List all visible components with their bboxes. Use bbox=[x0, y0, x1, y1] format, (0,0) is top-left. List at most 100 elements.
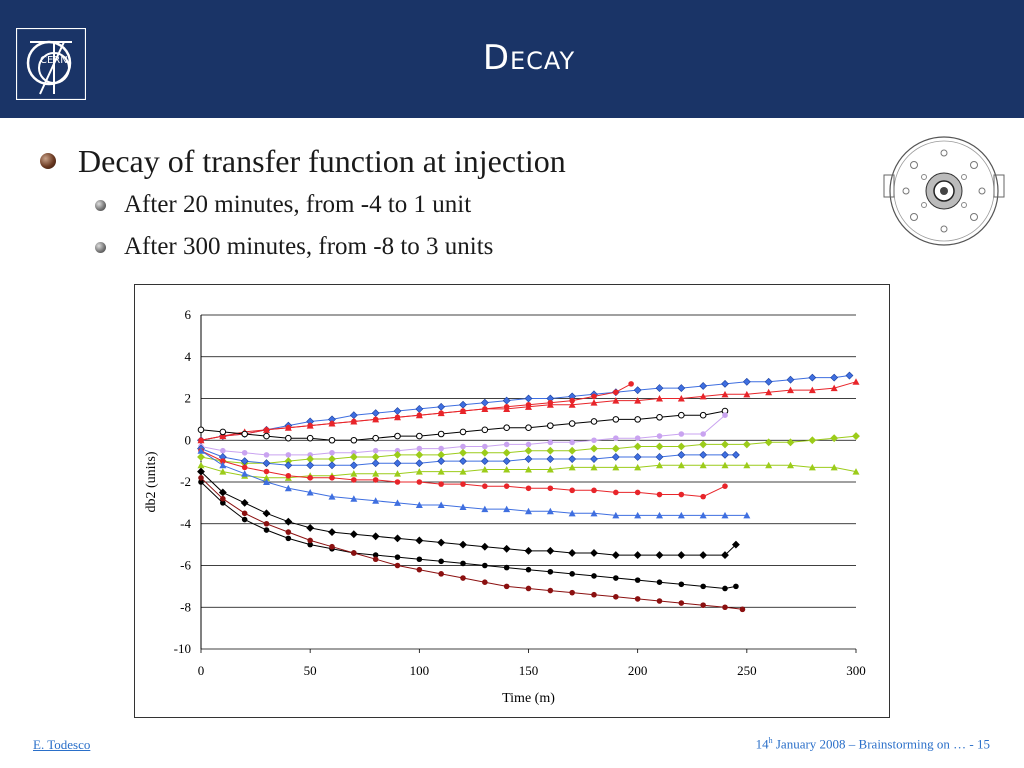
data-point bbox=[700, 431, 706, 437]
data-point bbox=[722, 483, 728, 489]
data-point bbox=[721, 461, 729, 469]
data-point bbox=[546, 446, 555, 455]
data-point bbox=[699, 551, 708, 559]
data-point bbox=[525, 585, 532, 592]
data-point bbox=[329, 543, 335, 550]
data-point bbox=[633, 551, 642, 559]
data-point bbox=[569, 487, 575, 494]
series-line-0 bbox=[200, 375, 850, 441]
data-point bbox=[590, 463, 598, 471]
title-bar: CERN Decay bbox=[0, 0, 1024, 118]
data-point bbox=[733, 583, 739, 590]
data-point bbox=[525, 566, 532, 573]
data-point bbox=[634, 397, 642, 404]
slide-title: Decay bbox=[482, 38, 576, 78]
data-point bbox=[284, 517, 293, 526]
data-point bbox=[765, 461, 773, 469]
sub-bullet-text: After 20 minutes, from -4 to 1 unit bbox=[124, 191, 472, 218]
data-point bbox=[415, 405, 424, 413]
data-point bbox=[437, 402, 446, 411]
footer-date: 14h January 2008 – Brainstorming on … - … bbox=[756, 736, 990, 752]
data-point bbox=[722, 604, 728, 611]
data-point bbox=[285, 472, 292, 479]
data-point bbox=[329, 449, 335, 456]
data-point bbox=[285, 434, 292, 442]
data-point bbox=[700, 602, 706, 608]
data-point bbox=[416, 479, 423, 485]
data-point bbox=[285, 452, 292, 458]
data-point bbox=[394, 554, 401, 560]
data-point bbox=[613, 389, 619, 396]
data-point bbox=[546, 507, 554, 515]
x-tick-label: 300 bbox=[846, 663, 866, 678]
data-point bbox=[808, 373, 817, 382]
magnet-cross-section-icon bbox=[883, 136, 1005, 246]
data-point bbox=[700, 583, 706, 590]
data-point bbox=[197, 461, 205, 469]
data-point bbox=[459, 503, 467, 511]
data-point bbox=[830, 463, 838, 471]
data-point bbox=[350, 495, 358, 502]
data-point bbox=[590, 455, 598, 463]
data-point bbox=[722, 412, 728, 418]
data-point bbox=[591, 573, 597, 579]
data-point bbox=[590, 444, 598, 453]
data-point bbox=[438, 445, 444, 452]
data-point bbox=[241, 510, 248, 517]
data-point bbox=[415, 501, 423, 508]
data-point bbox=[591, 393, 597, 400]
data-point bbox=[613, 575, 619, 581]
data-point bbox=[394, 447, 401, 454]
data-point bbox=[656, 598, 663, 604]
data-point bbox=[416, 412, 423, 418]
footer-author[interactable]: E. Todesco bbox=[33, 737, 91, 752]
data-point bbox=[612, 397, 620, 404]
data-point bbox=[568, 446, 577, 455]
data-point bbox=[628, 381, 634, 387]
data-point bbox=[808, 436, 817, 445]
data-point bbox=[634, 435, 641, 441]
data-point bbox=[852, 468, 860, 475]
data-point bbox=[262, 509, 271, 518]
data-point bbox=[743, 461, 751, 469]
y-tick-label: -4 bbox=[180, 516, 191, 531]
data-point bbox=[480, 448, 489, 457]
data-point bbox=[503, 564, 510, 571]
y-tick-label: 4 bbox=[185, 349, 192, 364]
data-point bbox=[503, 441, 510, 448]
data-point bbox=[219, 428, 227, 436]
data-point bbox=[503, 505, 511, 513]
data-point bbox=[394, 479, 401, 485]
data-point bbox=[263, 468, 270, 475]
data-point bbox=[677, 384, 686, 392]
data-point bbox=[721, 440, 729, 449]
data-point bbox=[677, 511, 685, 519]
data-point bbox=[480, 457, 489, 466]
data-point bbox=[612, 511, 620, 519]
data-point bbox=[590, 549, 598, 557]
data-point bbox=[700, 493, 706, 500]
data-point bbox=[482, 443, 488, 450]
data-point bbox=[459, 457, 467, 466]
data-point bbox=[634, 416, 641, 423]
data-point bbox=[372, 470, 380, 477]
data-point bbox=[349, 461, 358, 470]
data-point bbox=[438, 571, 444, 577]
data-point bbox=[371, 532, 380, 541]
data-point bbox=[263, 427, 270, 433]
data-point bbox=[460, 560, 466, 567]
data-point bbox=[677, 551, 686, 559]
x-tick-label: 50 bbox=[304, 663, 317, 678]
data-point bbox=[525, 507, 532, 515]
bullet-item: Decay of transfer function at injection bbox=[40, 138, 860, 184]
data-point bbox=[590, 418, 598, 425]
data-point bbox=[633, 386, 642, 395]
x-tick-label: 0 bbox=[198, 663, 205, 678]
data-point bbox=[372, 477, 379, 483]
data-point bbox=[437, 430, 445, 438]
x-tick-label: 200 bbox=[628, 663, 648, 678]
data-point bbox=[656, 491, 663, 498]
data-point bbox=[438, 410, 444, 416]
data-point bbox=[721, 450, 729, 459]
data-point bbox=[591, 437, 597, 444]
